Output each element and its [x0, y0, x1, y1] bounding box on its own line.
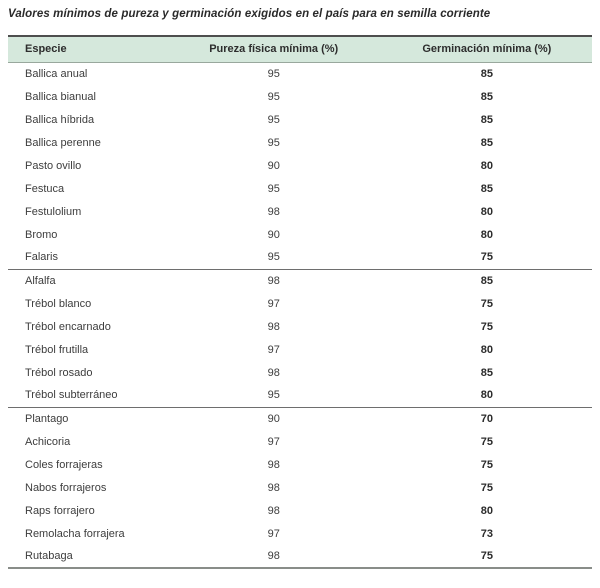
min-values-table: Especie Pureza física mínima (%) Germina… [8, 35, 592, 569]
cell-especie: Pasto ovillo [25, 159, 82, 172]
cell-pureza-fisica: 95 [267, 67, 280, 80]
cell-germinacion: 80 [480, 343, 493, 356]
cell-germinacion: 85 [480, 67, 493, 80]
cell-pureza-fisica: 95 [267, 136, 280, 149]
cell-germinacion: 80 [480, 504, 493, 517]
cell-pureza-fisica: 98 [267, 366, 280, 379]
cell-especie: Festulolium [25, 205, 82, 218]
table-row: Achicoria 97 75 [8, 430, 592, 453]
table-row: Ballica bianual 95 85 [8, 85, 592, 108]
cell-especie: Alfalfa [8, 268, 166, 292]
cell-especie: Ballica anual [25, 67, 88, 80]
table-row: Coles forrajeras 98 75 [8, 453, 592, 476]
table-row: Trébol frutilla 97 80 [8, 338, 592, 361]
header-row: Especie Pureza física mínima (%) Germina… [8, 36, 592, 63]
col-header-germinacion: Germinación mínima (%) [381, 36, 592, 63]
cell-pureza-fisica: 98 [267, 550, 280, 562]
table-row: Plantago 90 70 [8, 406, 592, 430]
table-row: Falaris 95 75 [8, 246, 592, 269]
table-row: Nabos forrajeros 98 75 [8, 476, 592, 499]
cell-germinacion: 73 [480, 527, 493, 540]
cell-especie: Remolacha forrajera [25, 527, 125, 540]
cell-especie: Trébol blanco [25, 297, 92, 310]
cell-pureza-fisica: 98 [267, 320, 280, 333]
table-row: Festuca 95 85 [8, 177, 592, 200]
cell-germinacion: 75 [480, 297, 493, 310]
table-row: Raps forrajero 98 80 [8, 499, 592, 522]
table-row: Remolacha forrajera 97 73 [8, 522, 592, 545]
cell-germinacion: 80 [480, 205, 493, 218]
table-row: Ballica perenne 95 85 [8, 131, 592, 154]
cell-pureza-fisica: 95 [267, 90, 280, 103]
table-row: Rutabaga 98 75 [8, 545, 592, 568]
table-header: Especie Pureza física mínima (%) Germina… [8, 36, 592, 63]
col-header-especie: Especie [8, 36, 166, 63]
cell-germinacion: 75 [480, 481, 493, 494]
cell-germinacion: 80 [480, 389, 493, 402]
cell-germinacion: 75 [480, 550, 493, 562]
table-row: Pasto ovillo 90 80 [8, 154, 592, 177]
cell-especie: Trébol rosado [25, 366, 93, 379]
cell-germinacion: 85 [480, 113, 493, 126]
cell-pureza-fisica: 98 [267, 205, 280, 218]
cell-especie: Ballica híbrida [25, 113, 95, 126]
cell-especie: Trébol encarnado [25, 320, 111, 333]
cell-especie: Ballica perenne [25, 136, 101, 149]
table-row: Trébol rosado 98 85 [8, 361, 592, 384]
table-row: Ballica híbrida 95 85 [8, 108, 592, 131]
table-row: Trébol encarnado 98 75 [8, 315, 592, 338]
cell-pureza-fisica: 90 [267, 228, 280, 241]
cell-pureza-fisica: 97 [267, 343, 280, 356]
cell-especie: Rutabaga [25, 550, 73, 562]
cell-especie: Festuca [25, 182, 65, 195]
cell-especie: Ballica bianual [25, 90, 96, 103]
cell-pureza-fisica: 97 [267, 297, 280, 310]
cell-germinacion: 85 [381, 268, 592, 292]
table-row: Ballica anual 95 85 [8, 62, 592, 85]
cell-germinacion: 75 [480, 458, 493, 471]
cell-especie: Nabos forrajeros [25, 481, 107, 494]
cell-pureza-fisica: 98 [165, 268, 382, 292]
cell-pureza-fisica: 90 [267, 159, 280, 172]
cell-especie: Achicoria [25, 435, 71, 448]
cell-pureza-fisica: 98 [267, 458, 280, 471]
cell-especie: Falaris [25, 251, 59, 264]
cell-germinacion: 75 [480, 435, 493, 448]
cell-pureza-fisica: 95 [267, 113, 280, 126]
cell-germinacion: 85 [480, 90, 493, 103]
table-row: Bromo 90 80 [8, 223, 592, 246]
cell-pureza-fisica: 95 [267, 251, 280, 264]
table-row: Trébol subterráneo 95 80 [8, 384, 592, 407]
cell-germinacion: 85 [480, 366, 493, 379]
cell-pureza-fisica: 98 [267, 481, 280, 494]
cell-especie: Raps forrajero [25, 504, 95, 517]
table-row: Festulolium 98 80 [8, 200, 592, 223]
cell-germinacion: 75 [480, 320, 493, 333]
table-title: Valores mínimos de pureza y germinación … [8, 8, 491, 20]
cell-germinacion: 85 [480, 182, 493, 195]
cell-germinacion: 80 [480, 228, 493, 241]
cell-germinacion: 80 [480, 159, 493, 172]
cell-especie: Plantago [8, 406, 166, 430]
cell-pureza-fisica: 97 [267, 435, 280, 448]
table-row: Trébol blanco 97 75 [8, 292, 592, 315]
table-body: Ballica anual 95 85 Ballica bianual 95 85 Ball… [8, 62, 592, 568]
cell-especie: Trébol subterráneo [25, 389, 118, 402]
cell-germinacion: 85 [480, 136, 493, 149]
cell-pureza-fisica: 95 [267, 182, 280, 195]
cell-pureza-fisica: 90 [165, 406, 382, 430]
cell-especie: Coles forrajeras [25, 458, 103, 471]
cell-especie: Trébol frutilla [25, 343, 89, 356]
table-row: Alfalfa 98 85 [8, 268, 592, 292]
col-header-pureza-fisica: Pureza física mínima (%) [165, 36, 382, 63]
cell-pureza-fisica: 98 [267, 504, 280, 517]
cell-pureza-fisica: 95 [267, 389, 280, 402]
cell-pureza-fisica: 97 [267, 527, 280, 540]
cell-especie: Bromo [25, 228, 58, 241]
cell-germinacion: 75 [480, 251, 493, 264]
cell-germinacion: 70 [381, 406, 592, 430]
